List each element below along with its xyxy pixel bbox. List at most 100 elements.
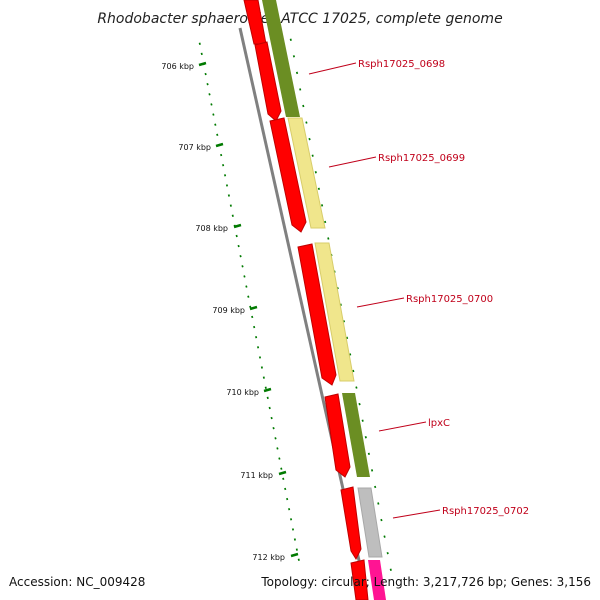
ring-dot [308,137,311,141]
genome-backbone [238,27,362,566]
tick-label: 707 kbp [178,143,211,152]
gene-label-rsph17025-0698[interactable]: Rsph17025_0698 [358,59,445,70]
gene-label-rsph17025-0699[interactable]: Rsph17025_0699 [378,153,465,164]
cds-arrow[interactable] [340,486,362,561]
ring-dot [286,497,289,501]
ring-dot [208,93,211,96]
ring-dot [272,427,275,430]
ring-dot [241,265,244,268]
ring-dot [227,194,231,197]
ring-dot [367,452,371,456]
ring-dot [327,237,330,240]
ring-dot [229,204,232,207]
ring-dot [324,220,327,224]
gene-bar-rsph17025-0700[interactable] [314,242,355,382]
ring-dot [266,396,269,400]
ring-dot [245,285,248,288]
ring-dot [292,55,296,58]
cds-arrow[interactable] [297,243,337,386]
ring-dot [231,214,234,217]
gene-label-lpxc[interactable]: lpxC [428,418,450,429]
tick-label: 706 kbp [161,62,194,71]
gene-bar-magenta[interactable] [368,560,386,600]
ring-dot [280,467,283,470]
map-title: Rhodobacter sphaeroides ATCC 17025, comp… [97,11,502,27]
ring-dot [317,187,321,191]
tick-label: 710 kbp [226,388,259,397]
topology-text: Topology: circular; Length: 3,217,726 bp… [260,575,591,589]
cds-arrow[interactable] [350,559,369,600]
ring-dot [220,153,223,157]
tick-label: 708 kbp [195,224,228,233]
cds-arrow[interactable] [254,41,282,122]
ring-dot [305,121,308,124]
leader-line [392,509,441,519]
ring-dot [214,123,217,126]
cds-arrow[interactable] [324,393,351,478]
ring-dot [239,255,242,258]
cds-arrow[interactable] [269,117,307,233]
leader-line [378,421,427,432]
ring-dot [374,485,377,489]
ring-dot [276,447,279,450]
tick-mark [233,223,242,229]
kbp-ticks: 706 kbp 707 kbp 708 kbp 709 kbp 710 kbp … [161,61,299,562]
ring-dot [278,457,281,460]
ring-dot [380,518,383,522]
tick-mark [215,142,224,148]
ring-dot [370,469,374,472]
tick-mark [198,61,207,67]
ring-dot [212,113,215,116]
inner-dotted-ring [198,42,300,561]
ring-dot [274,437,277,440]
leader-line [356,297,405,308]
ring-dot [204,72,207,76]
ring-dot [221,163,225,167]
ring-dot [284,487,287,491]
ring-dot [237,244,240,248]
gene-bar-rsph17025-0698[interactable] [262,0,300,117]
gene-label-rsph17025-0702[interactable]: Rsph17025_0702 [442,506,529,517]
ring-dot [291,528,295,531]
ring-dot [251,315,254,319]
gene-label-rsph17025-0700[interactable]: Rsph17025_0700 [406,294,493,305]
tick-mark [290,552,299,558]
ring-dot [256,346,260,349]
ring-dot [287,507,291,511]
ring-dot [254,335,258,339]
ring-dot [383,535,386,538]
ring-dot [258,356,262,359]
ring-dot [268,406,271,410]
gene-track [262,0,386,600]
tick-label: 711 kbp [240,471,273,480]
ring-dot [358,402,361,406]
leader-line [308,62,357,75]
ring-dot [299,88,302,91]
ring-dot [249,305,252,309]
ring-dot [355,386,358,389]
ring-dot [223,174,227,177]
gene-bar-rsph17025-0702[interactable] [357,487,383,558]
tick-mark [249,305,258,311]
ring-dot [364,436,367,439]
gene-bar-lpxc[interactable] [342,393,370,477]
ring-dot [389,568,392,571]
ring-dot [235,234,238,238]
ring-dot [377,502,380,505]
ring-dot [225,184,229,187]
ring-dot [264,386,267,389]
ring-dot [260,366,264,369]
ring-dot [320,204,324,207]
ring-dot [253,325,256,329]
gene-bar-rsph17025-0699[interactable] [287,117,326,229]
ring-dot [289,518,293,521]
tick-label: 709 kbp [212,306,245,315]
ring-dot [200,52,203,56]
ring-dot [361,419,364,422]
tick-mark [278,470,287,476]
ring-dot [314,171,317,174]
ring-dot [302,104,305,108]
ring-dot [198,42,201,45]
